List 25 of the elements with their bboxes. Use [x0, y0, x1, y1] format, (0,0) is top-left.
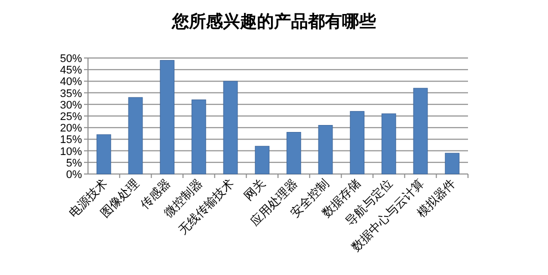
- y-tick-label: 10%: [60, 146, 82, 158]
- y-tick-label: 45%: [60, 64, 82, 77]
- bar: [223, 80, 238, 174]
- bar: [286, 132, 302, 174]
- y-tick-label: 25%: [60, 111, 82, 123]
- bar: [160, 60, 174, 174]
- bar: [192, 100, 206, 174]
- y-tick-label: 0%: [66, 169, 82, 181]
- y-tick-label: 35%: [60, 88, 82, 100]
- bar: [413, 88, 428, 174]
- bar: [350, 111, 364, 174]
- y-tick-label: 15%: [60, 134, 82, 146]
- bar: [382, 113, 396, 174]
- x-tick-label: 网关: [241, 176, 268, 204]
- bar: [318, 125, 333, 174]
- y-tick-label: 40%: [60, 76, 82, 88]
- bar: [444, 152, 460, 174]
- y-tick-label: 20%: [60, 122, 82, 135]
- y-tick-label: 5%: [66, 157, 82, 170]
- y-tick-label: 50%: [60, 53, 82, 65]
- bar: [96, 134, 112, 174]
- chart-title: 您所感兴趣的产品都有哪些: [171, 12, 376, 32]
- bar: [128, 97, 143, 174]
- y-tick-label: 30%: [60, 99, 82, 112]
- bar: [254, 146, 270, 174]
